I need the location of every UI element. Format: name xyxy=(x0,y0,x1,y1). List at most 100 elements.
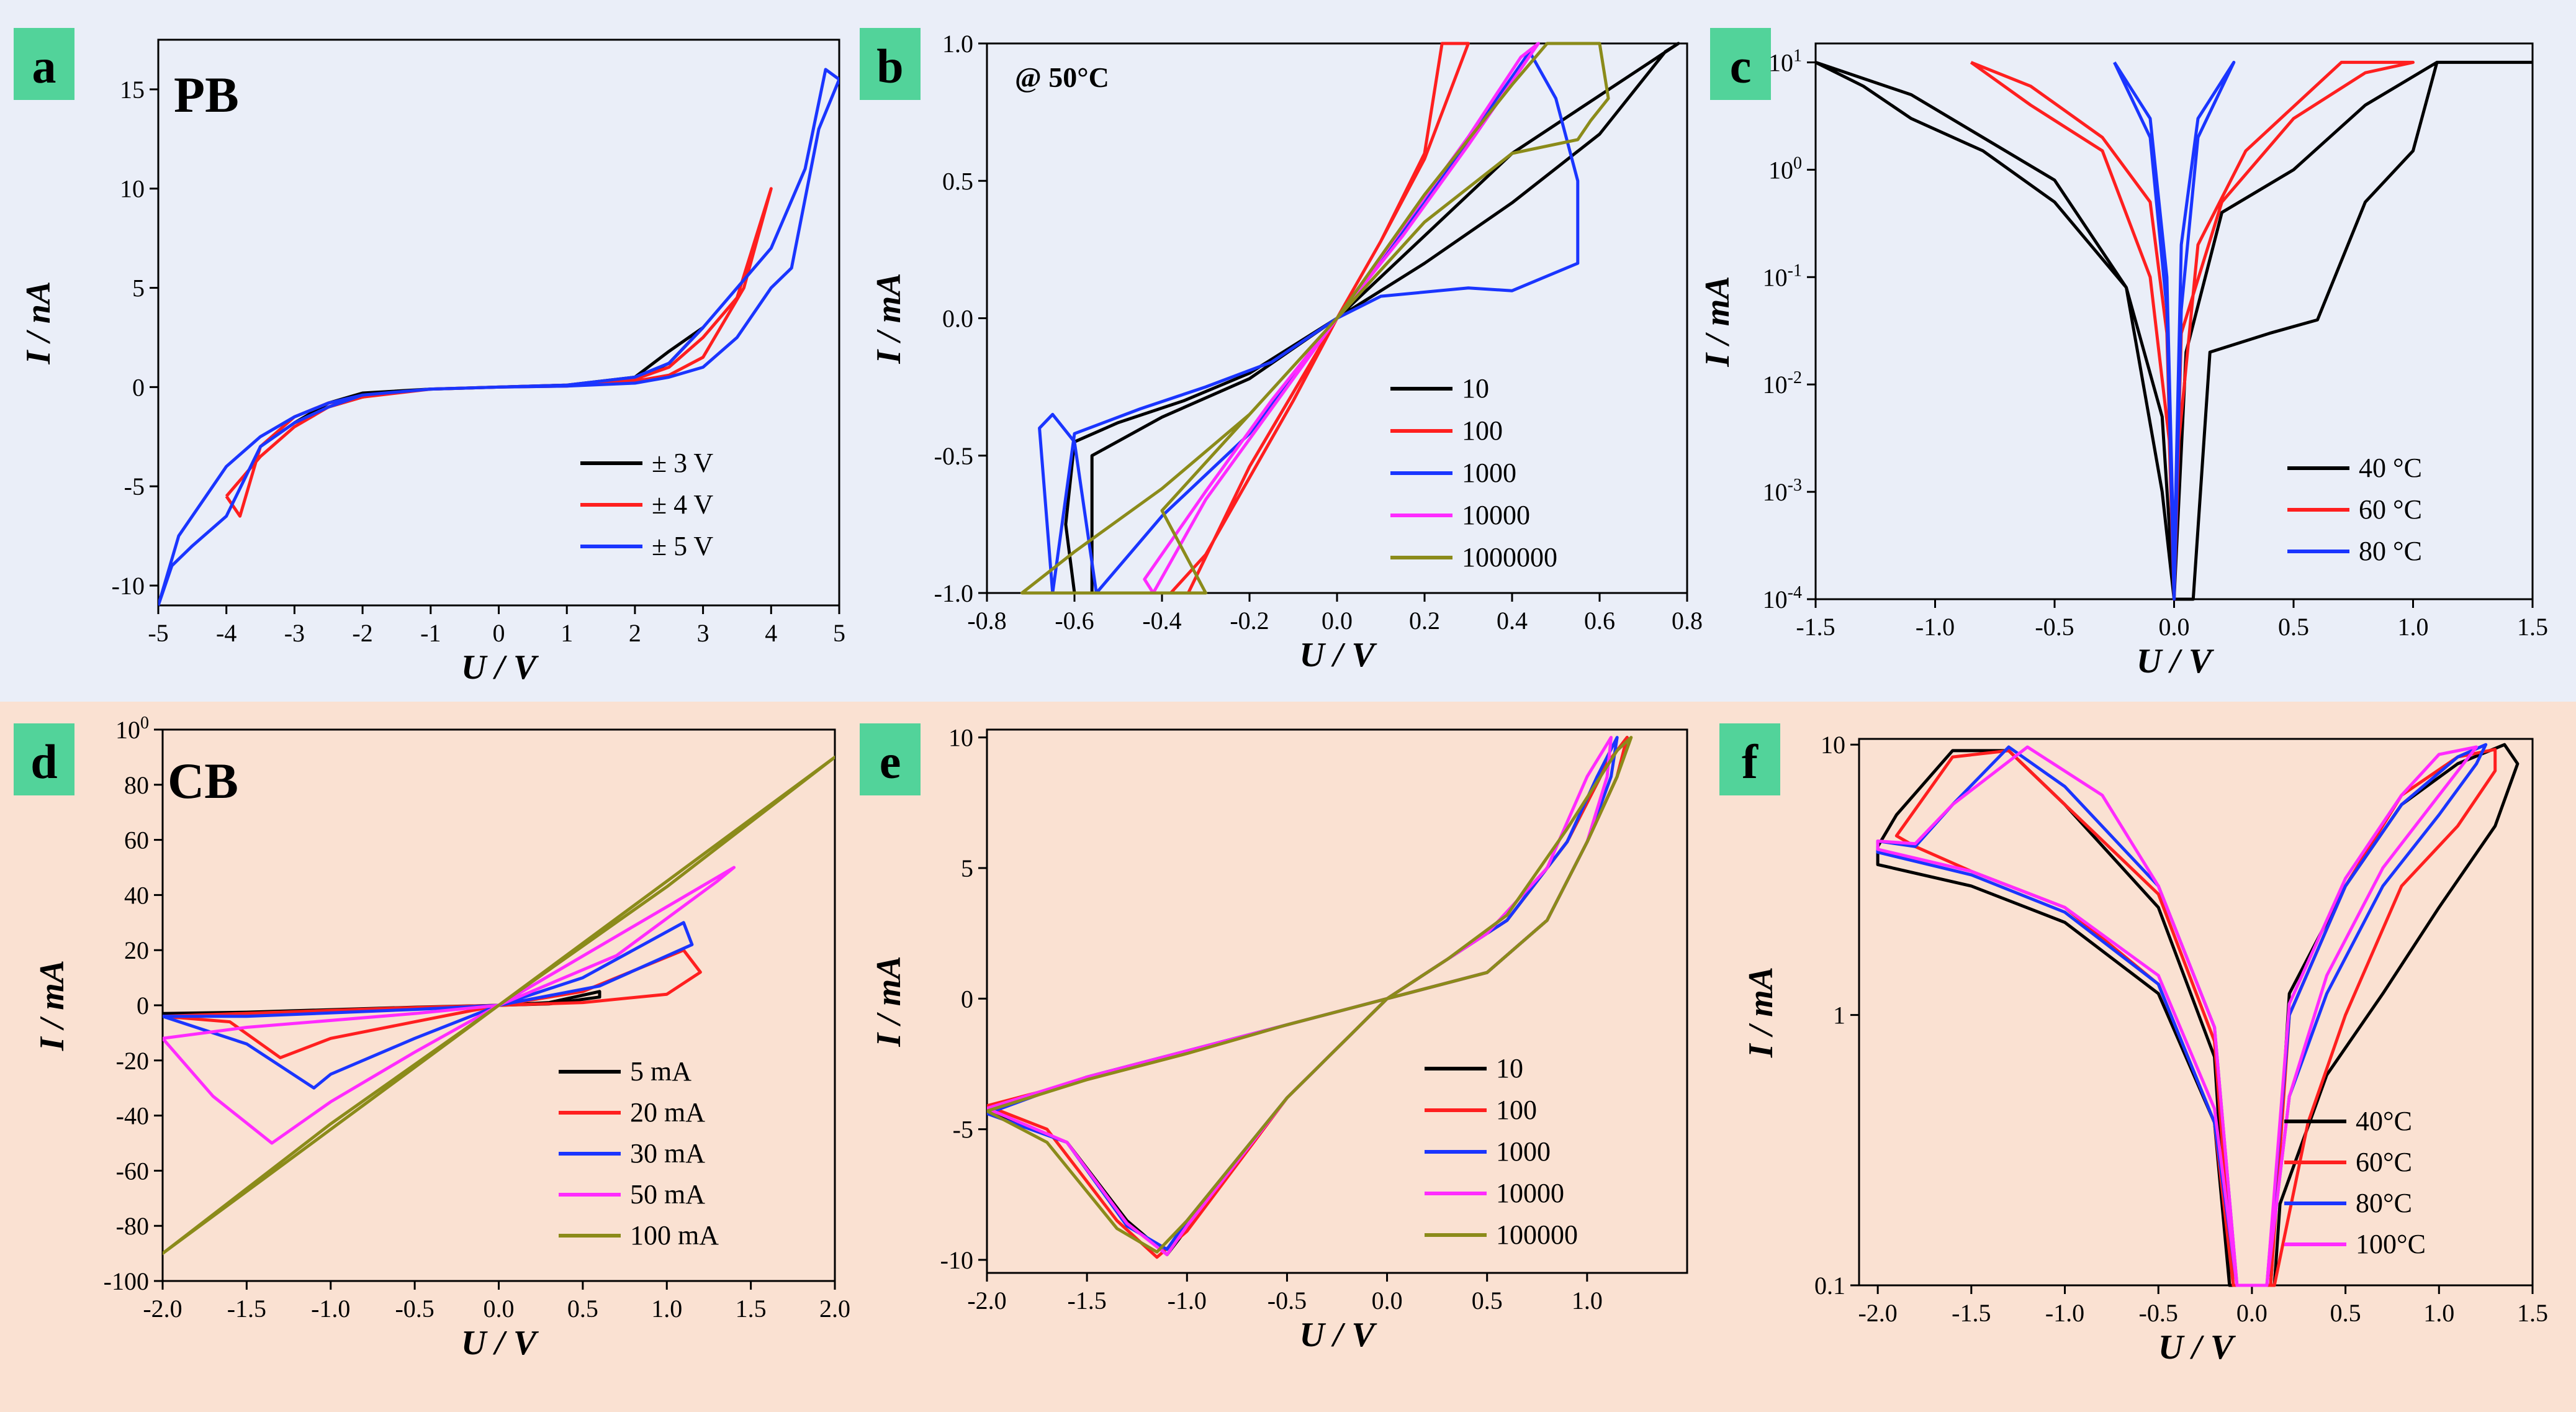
x-tick-label: -0.5 xyxy=(2139,1299,2178,1327)
x-tick-label: -1.0 xyxy=(1168,1287,1207,1315)
x-tick-label: -0.5 xyxy=(395,1295,434,1323)
x-tick-label: 0.6 xyxy=(1584,607,1615,635)
x-tick-label: -1.5 xyxy=(1796,613,1835,641)
y-tick-label: 10-4 xyxy=(1763,583,1802,613)
x-tick-label: 2.0 xyxy=(819,1295,850,1323)
x-tick-label: 1.0 xyxy=(2398,613,2429,641)
svg-text:f: f xyxy=(1742,735,1759,789)
y-tick-label: 10-1 xyxy=(1763,261,1802,291)
y-axis-label: I / mA xyxy=(1698,276,1737,367)
y-tick-label: 1 xyxy=(1833,1002,1845,1030)
x-tick-label: -2.0 xyxy=(143,1295,182,1323)
legend-label: 100 xyxy=(1462,415,1503,446)
y-tick-label: 40 xyxy=(124,881,149,909)
legend-label: 20 mA xyxy=(630,1097,705,1128)
x-tick-label: -1.0 xyxy=(1916,613,1955,641)
x-tick-label: 0.5 xyxy=(567,1295,598,1323)
legend-label: 1000 xyxy=(1462,458,1516,488)
x-tick-label: -3 xyxy=(284,619,305,647)
panel-badge-f: f xyxy=(1719,723,1780,795)
y-tick-label: -0.5 xyxy=(934,442,973,470)
y-tick-label: 10-3 xyxy=(1763,476,1802,506)
series-line-f-0 xyxy=(1876,743,2520,1287)
x-tick-label: 1.5 xyxy=(2517,1299,2548,1327)
y-tick-label: 5 xyxy=(132,274,145,302)
x-axis-label: U / V xyxy=(2137,642,2215,681)
svg-text:e: e xyxy=(880,735,901,789)
panel-title: CB xyxy=(168,753,238,809)
panel-annotation: @ 50°C xyxy=(1015,61,1109,93)
legend-label: 30 mA xyxy=(630,1138,705,1169)
y-tick-label: -40 xyxy=(116,1102,149,1130)
y-axis-label: I / nA xyxy=(19,281,58,365)
series-line-c-2 xyxy=(2113,60,2236,601)
y-tick-label: -20 xyxy=(116,1047,149,1075)
legend-label: ± 3 V xyxy=(652,448,713,478)
x-tick-label: 0.2 xyxy=(1409,607,1440,635)
legend-label: 10 xyxy=(1496,1053,1523,1084)
y-tick-label: -10 xyxy=(112,572,145,600)
y-tick-label: 60 xyxy=(124,826,149,854)
panel-badge-b: b xyxy=(860,28,921,100)
panel-d: -2.0 -1.5 -1.0 -0.5 0.0 0.5 1.0 1.5 2.0 -100 -80 -6… xyxy=(33,713,850,1362)
svg-text:b: b xyxy=(876,39,903,93)
legend: 10 100 1000 10000 1000000 xyxy=(1390,373,1557,572)
legend-label: 100°C xyxy=(2356,1229,2426,1259)
y-tick-label: 80 xyxy=(124,771,149,799)
x-tick-label: -0.4 xyxy=(1142,607,1181,635)
series-line-e-4 xyxy=(987,736,1633,1254)
x-tick-label: 0.5 xyxy=(2278,613,2309,641)
series-line-b-4 xyxy=(1020,42,1610,595)
legend: 10 100 1000 10000 100000 xyxy=(1425,1053,1578,1250)
x-tick-label: 2 xyxy=(629,619,641,647)
x-tick-label: 1 xyxy=(561,619,573,647)
panel-f: -2.0 -1.5 -1.0 -0.5 0.0 0.5 1.0 1.5 0.1 1 10 U / V I… xyxy=(1742,731,2548,1367)
panel-e: -2.0 -1.5 -1.0 -0.5 0.0 0.5 1.0 -10 -5 0 5 10 U / V I… xyxy=(870,724,1688,1354)
y-tick-label: 0 xyxy=(132,373,145,401)
x-tick-label: 3 xyxy=(697,619,709,647)
legend-label: 100 xyxy=(1496,1095,1537,1125)
y-tick-label: 20 xyxy=(124,936,149,964)
x-tick-label: -1.5 xyxy=(1067,1287,1106,1315)
x-tick-label: -1.5 xyxy=(1952,1299,1991,1327)
x-tick-label: -0.5 xyxy=(2035,613,2074,641)
panel-badge-e: e xyxy=(860,723,921,795)
series-line-b-2 xyxy=(1038,50,1580,595)
legend: ± 3 V ± 4 V ± 5 V xyxy=(580,448,713,561)
y-tick-label: 100 xyxy=(115,713,149,744)
legend-label: ± 4 V xyxy=(652,489,713,520)
y-tick-label: -5 xyxy=(124,473,145,500)
panel-title: PB xyxy=(174,66,239,123)
x-tick-label: -5 xyxy=(148,619,168,647)
legend-label: 100 mA xyxy=(630,1220,719,1251)
plot-frame xyxy=(1858,738,2534,1287)
x-tick-label: 1.5 xyxy=(736,1295,767,1323)
legend-label: ± 5 V xyxy=(652,531,713,561)
legend: 5 mA 20 mA 30 mA 50 mA 100 mA xyxy=(559,1056,719,1251)
series-group xyxy=(163,755,835,1256)
x-tick-label: -0.8 xyxy=(967,607,1006,635)
x-tick-label: -1.0 xyxy=(2045,1299,2084,1327)
legend-label: 5 mA xyxy=(630,1056,691,1087)
x-tick-label: 1.0 xyxy=(2423,1299,2454,1327)
legend-label: 40 °C xyxy=(2359,453,2422,483)
panel-c: -1.5 -1.0 -0.5 0.0 0.5 1.0 1.5 10-4 10-3 10-2 10-1… xyxy=(1698,42,2548,681)
y-tick-label: 10-2 xyxy=(1763,368,1802,399)
legend-label: 60 °C xyxy=(2359,494,2422,525)
legend-label: 80°C xyxy=(2356,1188,2412,1218)
series-line-b-0 xyxy=(1064,42,1680,595)
x-tick-label: -2 xyxy=(352,619,372,647)
x-axis-label: U / V xyxy=(2158,1328,2236,1367)
y-tick-label: 0.5 xyxy=(942,167,973,195)
x-tick-label: -1.5 xyxy=(227,1295,266,1323)
panel-b: -0.8 -0.6 -0.4 -0.2 0.0 0.2 0.4 0.6 0.8 -1.0 -0.5 0… xyxy=(870,30,1703,674)
svg-text:a: a xyxy=(32,39,56,93)
y-tick-label: -5 xyxy=(953,1116,973,1144)
series-group xyxy=(158,68,839,606)
x-tick-label: -0.6 xyxy=(1055,607,1094,635)
panel-badge-c: c xyxy=(1710,28,1771,100)
y-tick-label: 0 xyxy=(137,992,149,1020)
series-line-d-3 xyxy=(163,866,736,1145)
